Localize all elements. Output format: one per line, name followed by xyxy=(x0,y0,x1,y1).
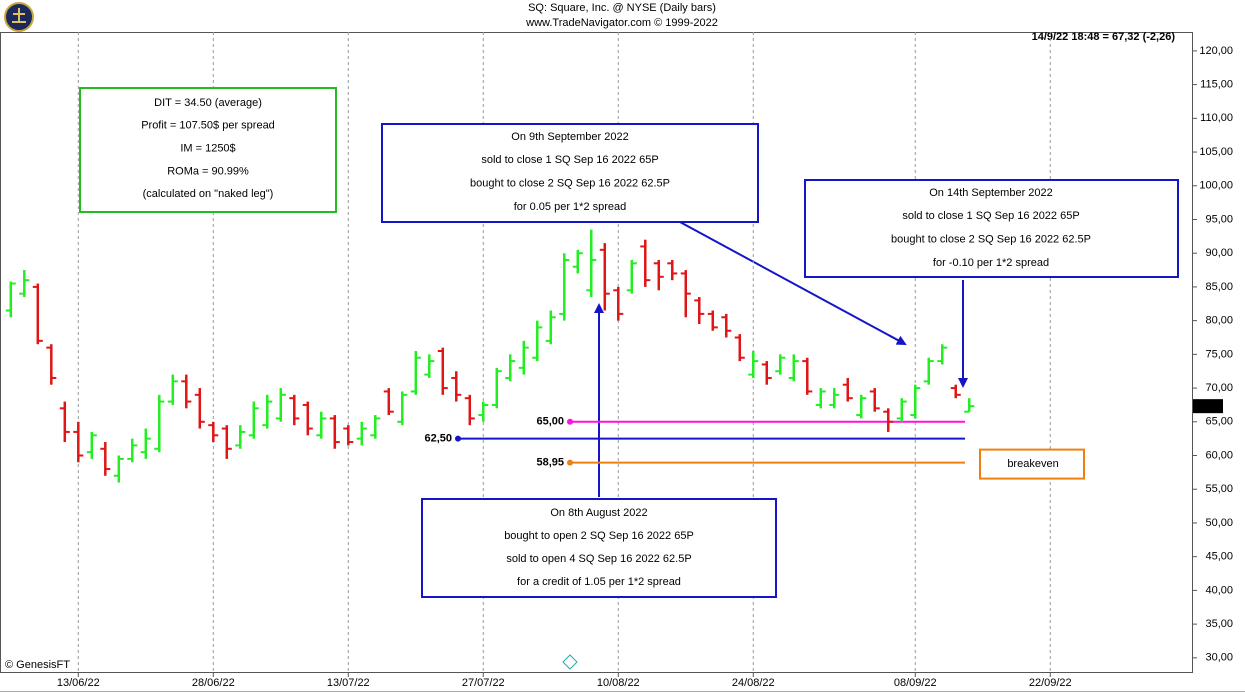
level-label: 65,00 xyxy=(536,416,564,428)
y-tick-label: 120,00 xyxy=(1199,45,1233,57)
x-tick-label: 10/08/22 xyxy=(597,677,640,689)
y-tick-label: 65,00 xyxy=(1205,416,1233,428)
annotation-box xyxy=(79,87,337,213)
x-tick-label: 13/06/22 xyxy=(57,677,100,689)
y-tick-label: 45,00 xyxy=(1205,551,1233,563)
level-label: 58,95 xyxy=(536,457,564,469)
y-tick-label: 100,00 xyxy=(1199,180,1233,192)
y-tick-label: 30,00 xyxy=(1205,652,1233,664)
level-label: 62,50 xyxy=(424,433,452,445)
event-marker xyxy=(562,654,578,670)
last-price-label: 67,32 xyxy=(1194,401,1222,413)
annotation-text: On 14th September 2022 xyxy=(929,187,1053,199)
annotation-text: for -0.10 per 1*2 spread xyxy=(933,257,1049,269)
annotation-text: sold to open 4 SQ Sep 16 2022 62.5P xyxy=(506,553,691,565)
annotation-text: bought to close 2 SQ Sep 16 2022 62.5P xyxy=(470,178,670,190)
x-tick-label: 28/06/22 xyxy=(192,677,235,689)
level-dot xyxy=(567,459,573,466)
annotation-box xyxy=(804,179,1179,278)
x-tick-label: 22/09/22 xyxy=(1029,677,1072,689)
arrow xyxy=(679,221,907,345)
y-tick-label: 95,00 xyxy=(1205,213,1233,225)
x-tick-label: 13/07/22 xyxy=(327,677,370,689)
annotation-text: On 9th September 2022 xyxy=(511,131,628,143)
y-tick-label: 55,00 xyxy=(1205,483,1233,495)
annotation-text: IM = 1250$ xyxy=(180,143,235,155)
chart-title: SQ: Square, Inc. @ NYSE (Daily bars) xyxy=(528,2,716,14)
y-tick-label: 110,00 xyxy=(1200,112,1233,124)
annotation-text: DIT = 34.50 (average) xyxy=(154,97,262,109)
annotation-text: for 0.05 per 1*2 spread xyxy=(514,201,627,213)
y-tick-label: 105,00 xyxy=(1199,146,1233,158)
level-dot xyxy=(567,418,573,425)
y-tick-label: 85,00 xyxy=(1205,281,1233,293)
y-tick-label: 90,00 xyxy=(1205,247,1233,259)
note-box xyxy=(979,448,1085,480)
x-tick-label: 24/08/22 xyxy=(732,677,775,689)
last-price-box xyxy=(1193,399,1223,414)
annotation-text: ROMa = 90.99% xyxy=(167,165,249,177)
x-tick-label: 27/07/22 xyxy=(462,677,505,689)
credit: © GenesisFT xyxy=(5,659,70,671)
x-tick-label: 08/09/22 xyxy=(894,677,937,689)
plot-frame xyxy=(0,32,1193,673)
y-tick-label: 80,00 xyxy=(1205,315,1233,327)
y-tick-label: 115,00 xyxy=(1200,79,1233,91)
annotation-text: bought to open 2 SQ Sep 16 2022 65P xyxy=(504,530,694,542)
annotation-text: On 8th August 2022 xyxy=(550,507,647,519)
level-note: breakeven xyxy=(1007,458,1058,470)
annotation-text: for a credit of 1.05 per 1*2 spread xyxy=(517,576,681,588)
annotation-box xyxy=(421,498,777,598)
y-tick-label: 70,00 xyxy=(1205,382,1233,394)
y-tick-label: 75,00 xyxy=(1205,348,1233,360)
annotation-text: sold to close 1 SQ Sep 16 2022 65P xyxy=(902,210,1079,222)
y-tick-label: 35,00 xyxy=(1205,618,1233,630)
y-tick-label: 60,00 xyxy=(1205,449,1233,461)
level-dot xyxy=(455,435,461,442)
annotation-text: (calculated on "naked leg") xyxy=(143,188,274,200)
quote: 14/9/22 18:48 = 67,32 (-2,26) xyxy=(1032,31,1176,43)
y-tick-label: 50,00 xyxy=(1205,517,1233,529)
y-tick-label: 40,00 xyxy=(1205,584,1233,596)
annotation-text: sold to close 1 SQ Sep 16 2022 65P xyxy=(481,154,658,166)
chart-subtitle: www.TradeNavigator.com © 1999-2022 xyxy=(525,17,718,29)
annotation-text: Profit = 107.50$ per spread xyxy=(141,120,275,132)
logo-icon xyxy=(12,8,26,23)
annotation-box xyxy=(381,123,759,223)
annotation-text: bought to close 2 SQ Sep 16 2022 62.5P xyxy=(891,234,1091,246)
